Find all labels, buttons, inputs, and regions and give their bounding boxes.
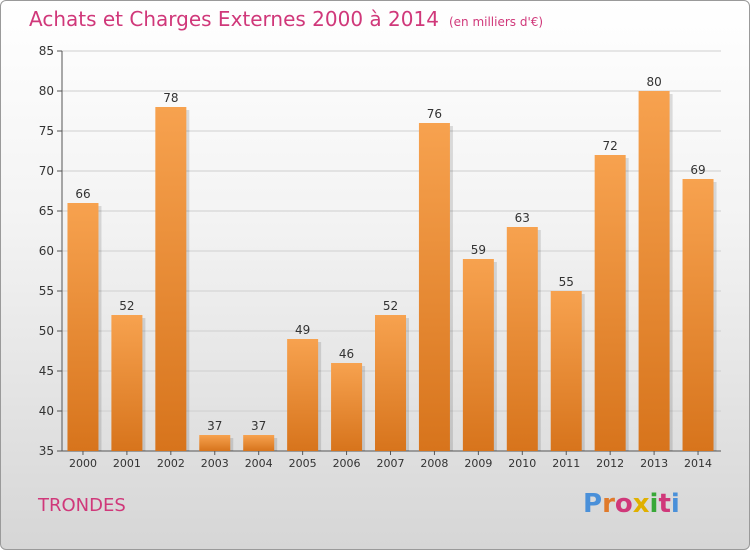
bar-2001 (111, 315, 143, 451)
y-tick-label: 85 (39, 44, 54, 58)
bar-2003 (199, 435, 231, 451)
data-label: 76 (427, 107, 442, 121)
bar-2009 (462, 259, 494, 451)
data-label: 69 (690, 163, 705, 177)
logo-letter: o (614, 489, 633, 519)
y-tick-label: 45 (39, 364, 54, 378)
chart-title-text: Achats et Charges Externes 2000 à 2014 (29, 7, 439, 31)
x-tick-label: 2007 (377, 457, 405, 470)
y-tick-label: 40 (39, 404, 54, 418)
x-tick-label: 2008 (420, 457, 448, 470)
y-tick-label: 65 (39, 204, 54, 218)
x-tick-label: 2006 (333, 457, 361, 470)
data-label: 59 (471, 243, 486, 257)
data-labels: 66 52 78 37 37 49 46 52 76 59 63 55 72 80 69 (75, 75, 705, 433)
logo-letter: t (658, 489, 671, 519)
y-tick-label: 75 (39, 124, 54, 138)
x-tick-label: 2001 (113, 457, 141, 470)
bar-2014 (682, 179, 714, 451)
bar-2012 (594, 155, 626, 451)
logo-letter: x (632, 489, 650, 519)
x-tick-label: 2013 (640, 457, 668, 470)
logo-letter: r (602, 489, 615, 519)
data-label: 52 (119, 299, 134, 313)
bar-2000 (67, 203, 99, 451)
x-tick-label: 2002 (157, 457, 185, 470)
data-label: 63 (515, 211, 530, 225)
x-tick-label: 2003 (201, 457, 229, 470)
bar-2008 (418, 123, 450, 451)
commune-name: TRONDES (38, 495, 126, 516)
chart-subtitle: (en milliers d'€) (448, 15, 544, 29)
y-tick-label: 35 (39, 444, 54, 458)
data-label: 37 (207, 419, 222, 433)
data-label: 37 (251, 419, 266, 433)
data-label: 66 (75, 187, 90, 201)
y-tick-labels: 35 40 45 50 55 60 65 70 75 80 85 (39, 44, 54, 458)
data-label: 72 (603, 139, 618, 153)
x-tick-label: 2011 (552, 457, 580, 470)
logo-letter: i (649, 489, 659, 519)
data-label: 55 (559, 275, 574, 289)
bar-2004 (243, 435, 275, 451)
bar-2007 (375, 315, 406, 451)
y-tick-label: 70 (39, 164, 54, 178)
x-tick-label: 2010 (508, 457, 536, 470)
bars (67, 91, 717, 451)
bar-2002 (155, 107, 187, 451)
data-label: 78 (163, 91, 178, 105)
x-tick-label: 2012 (596, 457, 624, 470)
logo-letter: P (583, 489, 603, 519)
x-tick-label: 2000 (69, 457, 97, 470)
y-tick-label: 55 (39, 284, 54, 298)
bar-2005 (287, 339, 319, 451)
data-label: 49 (295, 323, 310, 337)
bar-2013 (638, 91, 670, 451)
data-label: 80 (646, 75, 661, 89)
proxiti-logo: Proxiti (583, 489, 680, 519)
x-tick-label: 2009 (464, 457, 492, 470)
x-tick-label: 2014 (684, 457, 712, 470)
logo-letter: i (670, 489, 680, 519)
x-tick-label: 2005 (289, 457, 317, 470)
y-tick-label: 80 (39, 84, 54, 98)
bar-2010 (506, 227, 538, 451)
data-label: 52 (383, 299, 398, 313)
bar-2011 (550, 291, 582, 451)
x-tick-labels: 2000 2001 2002 2003 2004 2005 2006 2007 2008 2009… (69, 451, 712, 470)
data-label: 46 (339, 347, 354, 361)
y-tick-label: 50 (39, 324, 54, 338)
chart-title: Achats et Charges Externes 2000 à 2014 (e… (29, 7, 543, 31)
bar-2006 (331, 363, 363, 451)
y-tick-label: 60 (39, 244, 54, 258)
x-tick-label: 2004 (245, 457, 273, 470)
